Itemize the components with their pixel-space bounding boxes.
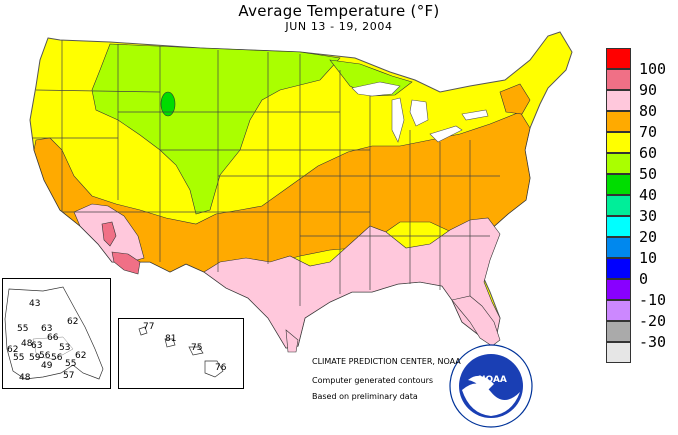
legend-swatch <box>606 300 631 321</box>
alaska-value: 62 <box>75 351 87 361</box>
legend-swatch <box>606 258 631 279</box>
alaska-value: 56 <box>39 351 51 361</box>
legend-label: 70 <box>639 123 658 141</box>
map-title: Average Temperature (°F) <box>238 2 440 20</box>
hawaii-value: 81 <box>165 334 177 344</box>
alaska-value: 62 <box>67 317 79 327</box>
legend-label: 50 <box>639 165 658 183</box>
legend-swatch <box>606 69 631 90</box>
zone-70s-northeast <box>499 83 531 115</box>
alaska-value: 63 <box>41 324 53 334</box>
legend-swatch <box>606 48 631 69</box>
legend-swatch <box>606 342 631 363</box>
alaska-value: 63 <box>31 341 43 351</box>
zone-90s-desert <box>101 221 141 275</box>
legend-label: 90 <box>639 81 658 99</box>
alaska-value: 56 <box>51 353 63 363</box>
zone-80s-south <box>203 217 501 349</box>
lake-huron <box>409 99 429 127</box>
legend-swatch <box>606 90 631 111</box>
lake-superior <box>351 81 401 97</box>
legend-swatch <box>606 237 631 258</box>
alaska-value: 43 <box>29 299 41 309</box>
zone-70s-west <box>33 111 531 277</box>
alaska-value: 66 <box>47 333 59 343</box>
noaa-logo <box>449 344 533 428</box>
legend-swatch <box>606 216 631 237</box>
legend-label: 30 <box>639 207 658 225</box>
alaska-value: 55 <box>13 353 25 363</box>
legend-label: 80 <box>639 102 658 120</box>
legend-swatch <box>606 321 631 342</box>
alaska-outline <box>4 286 104 380</box>
alaska-value: 57 <box>63 371 75 381</box>
hawaii-value: 76 <box>215 363 227 373</box>
alaska-value: 59 <box>29 353 41 363</box>
alaska-value: 55 <box>17 324 29 334</box>
hawaii-inset: 77 81 75 76 <box>118 318 244 389</box>
legend-swatch <box>606 111 631 132</box>
alaska-value: 62 <box>7 345 19 355</box>
legend-label: 40 <box>639 186 658 204</box>
lake-erie <box>429 125 463 143</box>
legend-label: 20 <box>639 228 658 246</box>
map-subtitle: JUN 13 - 19, 2004 <box>285 20 393 33</box>
legend-label: 100 <box>639 60 667 78</box>
legend-label: -20 <box>639 312 667 330</box>
alaska-value: 55 <box>65 359 77 369</box>
legend-swatch <box>606 195 631 216</box>
texas-tip <box>285 329 299 353</box>
legend-swatch <box>606 153 631 174</box>
zone-40s-montana <box>160 91 176 117</box>
zone-50s-north <box>91 43 341 215</box>
florida <box>451 295 501 347</box>
hawaii-value: 75 <box>191 343 203 353</box>
credit-line1: CLIMATE PREDICTION CENTER, NOAA <box>312 357 461 366</box>
state-borders <box>32 40 500 320</box>
legend-label: 0 <box>639 270 649 288</box>
alaska-value: 53 <box>59 343 71 353</box>
legend-swatch <box>606 279 631 300</box>
legend-label: 10 <box>639 249 658 267</box>
conus-regions <box>29 31 573 349</box>
alaska-value: 49 <box>41 361 53 371</box>
lake-ontario <box>461 109 489 121</box>
credit-line2: Computer generated contours <box>312 376 434 385</box>
alaska-value: 48 <box>21 339 33 349</box>
noaa-logo-text: NOAA <box>478 375 507 385</box>
legend-swatch <box>606 174 631 195</box>
alaska-inset: 43 55 63 62 66 48 62 63 53 59 56 55 62 49 56 55 57 48 <box>2 278 111 389</box>
legend-label: -30 <box>639 333 667 351</box>
alaska-value: 48 <box>19 373 31 383</box>
legend-label: -10 <box>639 291 667 309</box>
legend-label: 60 <box>639 144 658 162</box>
hawaii-value: 77 <box>143 322 155 332</box>
hawaii-outline <box>138 326 224 378</box>
lake-michigan <box>391 97 405 143</box>
credit-line3: Based on preliminary data <box>312 392 418 401</box>
legend-swatch <box>606 132 631 153</box>
